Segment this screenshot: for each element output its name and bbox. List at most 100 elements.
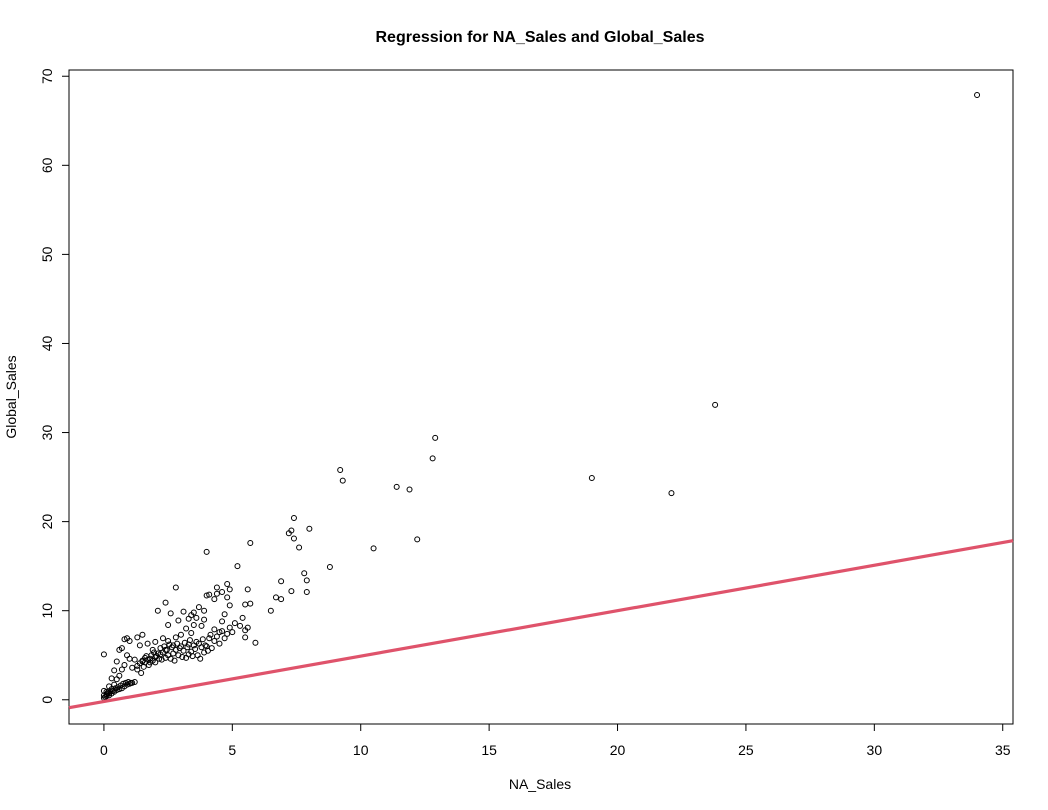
y-tick-label: 0 <box>39 696 55 704</box>
data-point <box>206 635 213 642</box>
regression-line-group <box>68 539 1014 710</box>
data-point <box>180 647 187 654</box>
data-point <box>216 629 223 636</box>
data-point <box>167 610 174 617</box>
y-tick-label: 40 <box>39 335 55 351</box>
data-point <box>219 588 226 595</box>
y-tick-label: 70 <box>39 68 55 84</box>
data-point <box>202 642 209 649</box>
data-point <box>247 600 254 607</box>
data-point <box>113 676 120 683</box>
data-point <box>712 401 719 408</box>
data-point <box>116 646 123 653</box>
data-point <box>272 594 279 601</box>
data-point <box>195 604 202 611</box>
data-point <box>163 646 170 653</box>
data-point <box>226 602 233 609</box>
y-tick-label: 10 <box>39 603 55 619</box>
data-point <box>188 629 195 636</box>
data-point <box>129 679 136 686</box>
data-point <box>100 651 107 658</box>
plot-area-border <box>68 69 1014 725</box>
data-point <box>131 678 138 685</box>
data-point <box>106 683 113 690</box>
data-point <box>126 680 133 687</box>
data-point <box>134 666 141 673</box>
data-point <box>229 629 236 636</box>
data-point <box>162 599 169 606</box>
data-point <box>221 635 228 642</box>
x-axis-label: NA_Sales <box>509 776 571 792</box>
data-point <box>152 659 159 666</box>
x-tick-label: 5 <box>228 742 236 758</box>
data-point <box>213 590 220 597</box>
data-point <box>108 675 115 682</box>
data-point <box>198 622 205 629</box>
data-point <box>242 601 249 608</box>
data-point <box>252 639 259 646</box>
data-points <box>100 91 981 701</box>
data-point <box>211 626 218 633</box>
data-point <box>247 539 254 546</box>
data-point <box>124 635 131 642</box>
data-point <box>156 655 163 662</box>
data-point <box>194 652 201 659</box>
y-tick-label: 50 <box>39 246 55 262</box>
data-point <box>234 563 241 570</box>
data-point <box>206 591 213 598</box>
data-point <box>393 483 400 490</box>
data-point <box>290 515 297 522</box>
data-point <box>138 670 145 677</box>
data-point <box>145 662 152 669</box>
data-point <box>242 627 249 634</box>
data-point <box>175 617 182 624</box>
data-point <box>121 662 128 669</box>
data-point <box>242 634 249 641</box>
data-point <box>111 667 118 674</box>
data-point <box>126 655 133 662</box>
data-point <box>237 622 244 629</box>
data-point <box>224 594 231 601</box>
data-point <box>179 654 186 661</box>
x-tick-label: 15 <box>481 742 497 758</box>
data-point <box>278 578 285 585</box>
data-point <box>290 535 297 542</box>
data-point <box>172 584 179 591</box>
data-point <box>221 611 228 618</box>
data-point <box>285 530 292 537</box>
data-point <box>303 588 310 595</box>
data-point <box>131 656 138 663</box>
data-point <box>165 637 172 644</box>
x-tick-label: 35 <box>995 742 1011 758</box>
chart-title: Regression for NA_Sales and Global_Sales <box>375 29 704 46</box>
data-point <box>192 645 199 652</box>
data-point <box>113 658 120 665</box>
data-point <box>267 607 274 614</box>
data-point <box>171 657 178 664</box>
data-point <box>231 620 238 627</box>
data-point <box>326 564 333 571</box>
data-point <box>406 486 413 493</box>
data-point <box>207 631 214 638</box>
data-point <box>181 639 188 646</box>
x-tick-label: 10 <box>353 742 369 758</box>
data-point <box>432 434 439 441</box>
data-point <box>303 577 310 584</box>
data-point <box>177 631 184 638</box>
data-point <box>226 586 233 593</box>
data-point <box>203 548 210 555</box>
data-point <box>219 618 226 625</box>
data-point <box>190 621 197 628</box>
data-point <box>370 545 377 552</box>
data-point <box>337 466 344 473</box>
data-point <box>177 643 184 650</box>
data-point <box>288 588 295 595</box>
data-point <box>278 596 285 603</box>
y-axis: 0 10 20 30 40 50 60 70 <box>39 68 70 704</box>
data-point <box>134 634 141 641</box>
data-point <box>193 614 200 621</box>
data-point <box>296 544 303 551</box>
data-point <box>136 642 143 649</box>
data-point <box>208 645 215 652</box>
